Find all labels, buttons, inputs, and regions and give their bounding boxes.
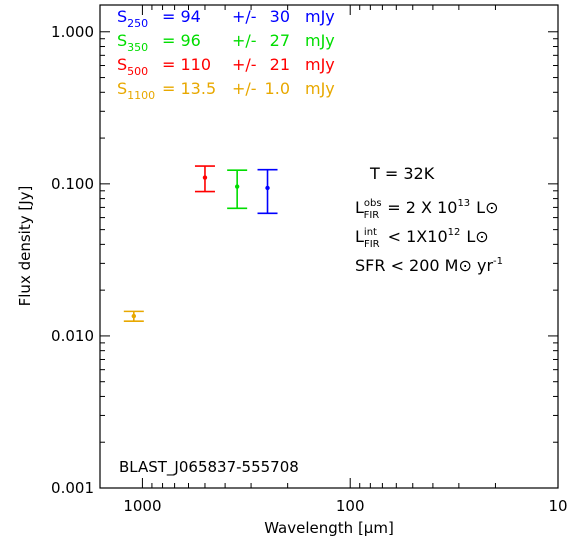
y-tick-label: 0.001: [51, 479, 94, 497]
data-point-350: [227, 169, 248, 210]
flux-label-350: S350 = 96 +/- 27 mJy: [117, 31, 335, 54]
point-marker: [131, 313, 137, 319]
axes: [99, 4, 559, 489]
model-annotations: T = 32K Lobs FIR = 2 X 1013 L⊙ Lint FIR < 1X1…: [355, 164, 503, 275]
tick-labels: 1.000 0.100 0.010 0.001 1000 100 10: [51, 23, 568, 515]
point-marker: [265, 185, 270, 191]
x-tick-label: 1000: [123, 497, 161, 515]
data-point-250: [257, 168, 278, 215]
y-tick-label: 0.010: [51, 327, 94, 345]
y-axis-label: Flux density [Jy]: [16, 186, 34, 307]
point-marker: [202, 175, 208, 180]
plot-frame: [99, 4, 559, 489]
x-tick-label: 10: [548, 497, 567, 515]
y-tick-label: 0.100: [51, 175, 94, 193]
y-tick-label: 1.000: [51, 23, 94, 41]
lfir-int-annotation: Lint FIR < 1X1012 L⊙: [355, 227, 489, 250]
x-axis-label: Wavelength [μm]: [264, 519, 394, 537]
lfir-obs-annotation: Lobs FIR = 2 X 1013 L⊙: [355, 198, 499, 221]
x-tick-label: 100: [336, 497, 365, 515]
data-point-500: [194, 165, 215, 193]
data-point-1100: [123, 310, 144, 322]
flux-label-250: S250 = 94 +/- 30 mJy: [117, 7, 335, 30]
sfr-annotation: SFR < 200 M⊙ yr-1: [355, 256, 503, 275]
flux-label-1100: S1100 = 13.5 +/- 1.0 mJy: [117, 79, 335, 102]
temperature-annotation: T = 32K: [369, 164, 435, 183]
point-marker: [234, 184, 240, 189]
data-points: [123, 165, 278, 322]
flux-label-500: S500 = 110 +/- 21 mJy: [117, 55, 335, 78]
source-name-label: BLAST_J065837-555708: [119, 458, 299, 477]
